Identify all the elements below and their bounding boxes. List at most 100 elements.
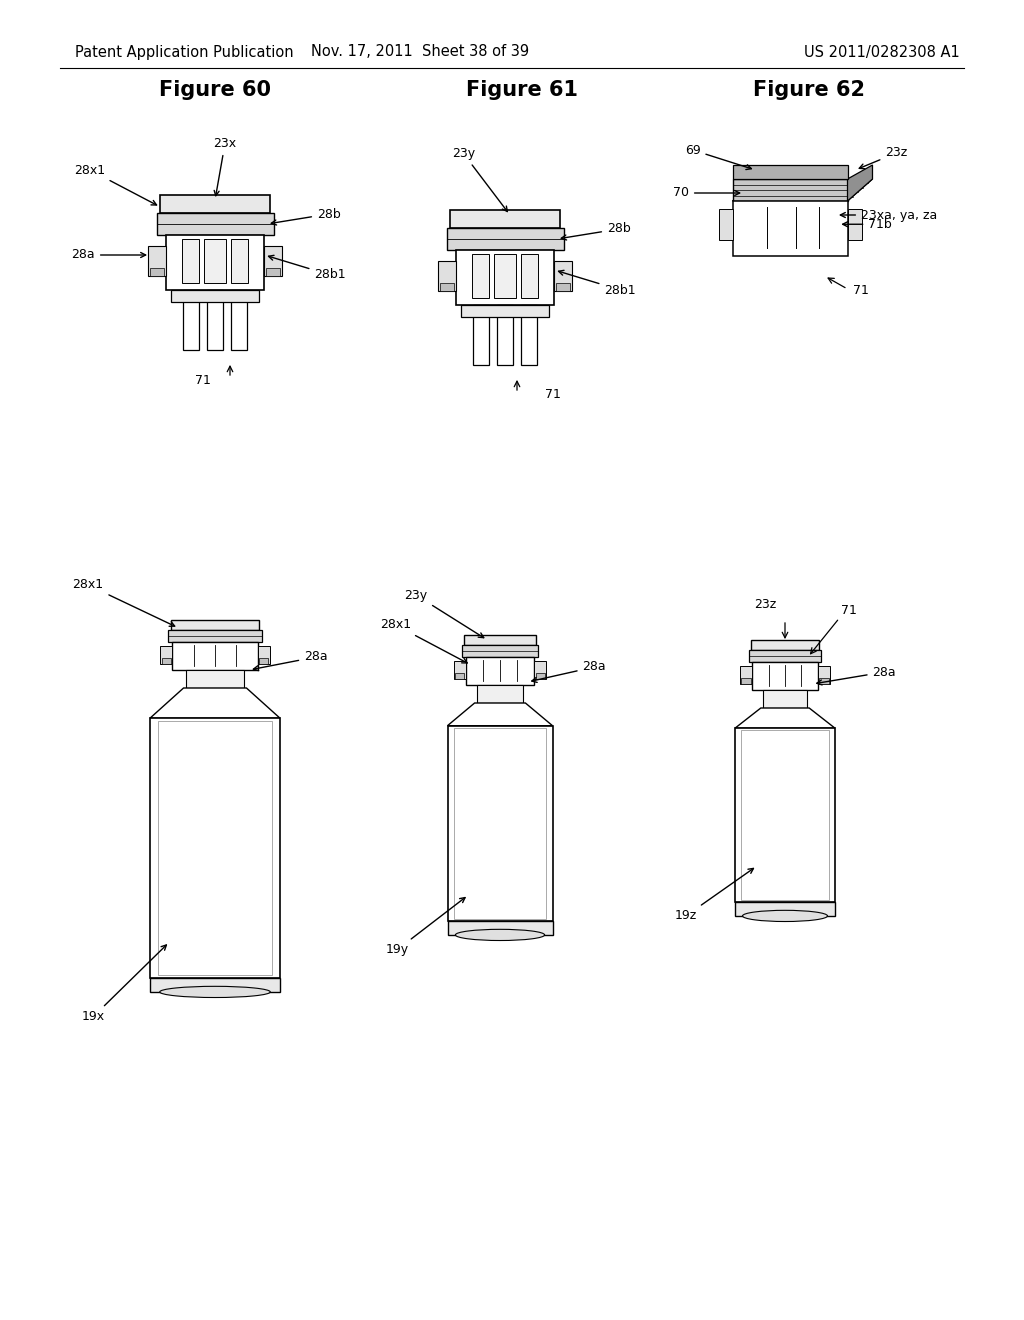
Polygon shape [447,704,553,726]
Bar [438,261,457,290]
Bar [535,661,547,680]
Bar [473,305,488,366]
Bar [732,165,848,180]
Text: 23y: 23y [404,589,483,638]
Bar [151,268,165,276]
Bar [554,261,571,290]
Bar [466,657,535,685]
Bar [447,921,553,935]
Bar [732,201,848,256]
Bar [161,647,172,664]
Bar [230,239,248,284]
Text: 28b: 28b [561,223,631,240]
Bar [258,647,269,664]
Bar [848,210,861,239]
Ellipse shape [456,929,545,941]
Bar [264,246,282,276]
Text: US 2011/0282308 A1: US 2011/0282308 A1 [804,45,961,59]
Polygon shape [150,688,280,718]
Bar [472,255,489,298]
Text: 28b: 28b [271,207,341,224]
Bar [168,630,262,642]
Text: 28a: 28a [817,665,896,685]
Text: 28a: 28a [253,651,328,671]
Bar [204,239,226,284]
Bar [447,726,553,921]
Bar [440,282,455,290]
Text: 70: 70 [673,186,739,199]
Text: 19z: 19z [675,869,754,923]
Text: 23x: 23x [213,137,237,195]
Bar [818,667,829,684]
Bar [741,678,751,684]
Bar [735,729,835,902]
Bar [172,642,258,671]
Bar [464,635,536,645]
Bar [461,305,549,317]
Text: Nov. 17, 2011  Sheet 38 of 39: Nov. 17, 2011 Sheet 38 of 39 [311,45,529,59]
Bar [719,210,732,239]
Bar [454,661,466,680]
Bar [158,721,272,975]
Polygon shape [735,708,835,729]
Bar [446,228,563,249]
Text: 28b1: 28b1 [268,255,346,281]
Text: 28b1: 28b1 [558,271,636,297]
Text: 71: 71 [841,603,857,616]
Bar [497,305,513,366]
Text: 23z: 23z [754,598,776,611]
Ellipse shape [742,911,827,921]
Bar [231,290,248,350]
Bar [521,305,538,366]
Bar [148,246,166,276]
Bar [819,678,828,684]
Bar [171,620,259,630]
Text: Patent Application Publication: Patent Application Publication [75,45,294,59]
Text: 28a: 28a [72,248,145,261]
Bar [207,290,223,350]
Text: 71: 71 [853,285,869,297]
Bar [455,673,464,680]
Text: 71b: 71b [843,218,892,231]
Bar [556,282,570,290]
Ellipse shape [160,986,270,998]
Text: Figure 60: Figure 60 [159,79,271,100]
Bar [186,671,244,688]
Text: 28x1: 28x1 [380,619,467,663]
Text: 28a: 28a [531,660,606,682]
Bar [160,195,270,213]
Polygon shape [732,180,872,201]
Bar [457,249,554,305]
Text: 19x: 19x [81,945,167,1023]
Bar [749,649,821,663]
Polygon shape [447,704,474,726]
Bar [753,663,818,690]
Text: 28x1: 28x1 [73,578,175,626]
Bar [265,268,280,276]
Bar [454,727,546,919]
Polygon shape [735,708,761,729]
Text: 71: 71 [195,374,211,387]
Bar [477,685,523,704]
Bar [171,290,259,302]
Bar [162,659,171,664]
Text: Figure 62: Figure 62 [753,79,865,100]
Text: 23xa, ya, za: 23xa, ya, za [841,209,937,222]
Bar [735,902,835,916]
Text: 19y: 19y [385,898,465,957]
Bar [462,645,538,657]
Bar [182,239,200,284]
Bar [494,255,516,298]
Bar [150,718,280,978]
Bar [536,673,545,680]
Bar [166,235,264,290]
Bar [763,690,807,708]
Bar [520,255,539,298]
Bar [259,659,268,664]
Bar [150,978,280,991]
Text: 71: 71 [545,388,561,401]
Bar [741,730,829,900]
Text: 69: 69 [685,144,752,169]
Bar [740,667,753,684]
Bar [751,640,819,649]
